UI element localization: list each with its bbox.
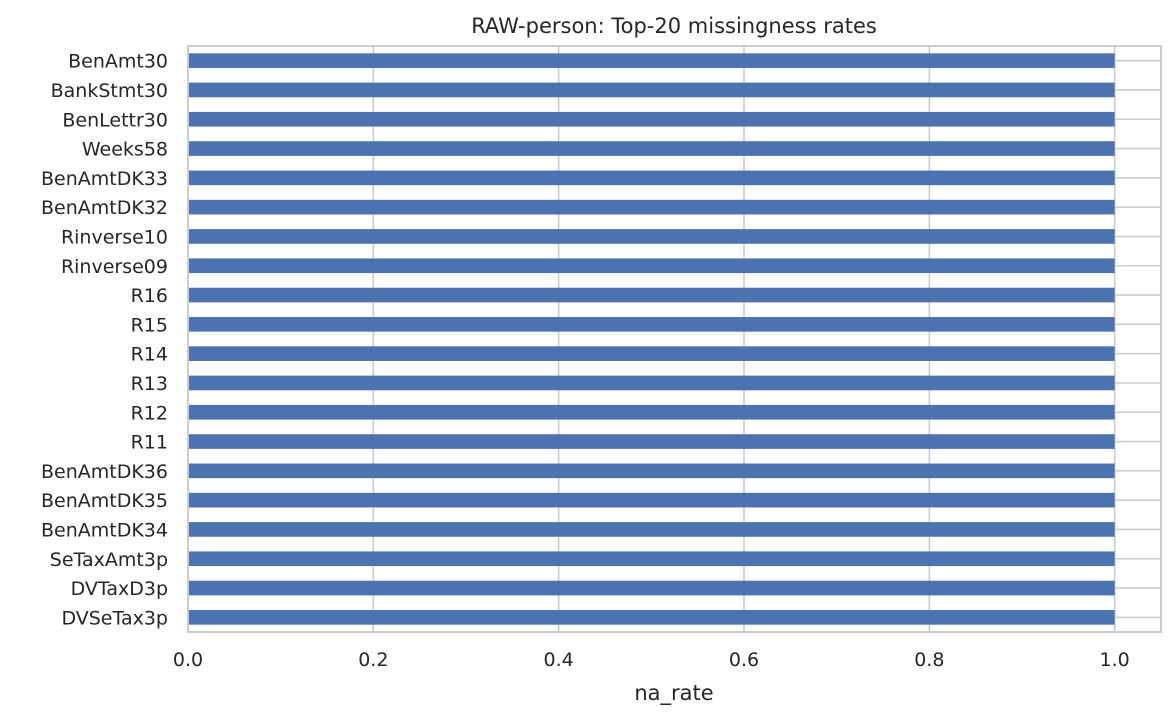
bar <box>188 258 1115 274</box>
plot-frame <box>187 45 1162 633</box>
bar <box>188 82 1115 98</box>
y-tick-label: Weeks58 <box>82 139 168 161</box>
bar <box>188 199 1115 215</box>
bar <box>188 434 1115 449</box>
y-tick-label: SeTaxAmt3p <box>50 549 168 571</box>
y-tick-label: R13 <box>131 373 168 395</box>
x-tick-label: 0.8 <box>914 649 944 671</box>
chart-title: RAW-person: Top-20 missingness rates <box>471 14 877 38</box>
bar <box>188 229 1115 244</box>
x-tick-labels: 0.0 0.2 0.4 0.6 0.8 1.0 <box>173 649 1130 671</box>
x-axis-label: na_rate <box>634 681 713 706</box>
x-tick-label: 0.4 <box>544 649 574 671</box>
y-tick-label: BenAmtDK32 <box>41 197 168 219</box>
bar <box>188 111 1115 127</box>
bar <box>188 610 1115 625</box>
y-tick-labels: BenAmt30 BankStmt30 BenLettr30 Weeks58 BenAm… <box>41 51 168 630</box>
bar <box>188 404 1115 420</box>
y-tick-label: BenAmt30 <box>68 51 168 73</box>
bar <box>188 346 1115 361</box>
bar <box>188 170 1115 186</box>
bar <box>188 375 1115 391</box>
y-tick-label: BenLettr30 <box>62 109 168 131</box>
y-tick-label: BenAmtDK33 <box>41 168 168 190</box>
x-tick-label: 0.6 <box>729 649 759 671</box>
y-tick-label: R16 <box>131 285 168 307</box>
bar <box>188 317 1115 332</box>
x-tick-label: 0.0 <box>173 649 203 671</box>
y-tick-label: Rinverse10 <box>61 226 168 248</box>
bar <box>188 141 1115 156</box>
y-tick-label: DVSeTax3p <box>61 607 168 629</box>
y-tick-label: R15 <box>131 314 168 336</box>
bar <box>188 551 1115 567</box>
y-tick-label: BenAmtDK35 <box>41 490 168 512</box>
grid-lines <box>187 46 1161 632</box>
y-tick-label: R11 <box>131 432 168 454</box>
y-tick-label: R12 <box>131 402 168 424</box>
bar <box>188 580 1115 596</box>
bar <box>188 53 1115 68</box>
x-tick-label: 1.0 <box>1100 649 1130 671</box>
y-tick-label: Rinverse09 <box>61 256 168 278</box>
bar <box>188 522 1115 537</box>
y-tick-label: BenAmtDK36 <box>41 461 168 483</box>
bar <box>188 492 1115 508</box>
y-tick-label: BankStmt30 <box>51 80 168 102</box>
y-tick-label: BenAmtDK34 <box>41 519 168 541</box>
y-tick-label: R14 <box>131 344 168 366</box>
bar <box>188 463 1115 479</box>
y-tick-label: DVTaxD3p <box>71 578 168 600</box>
bar <box>188 287 1115 303</box>
bars <box>188 53 1115 625</box>
x-tick-label: 0.2 <box>358 649 388 671</box>
